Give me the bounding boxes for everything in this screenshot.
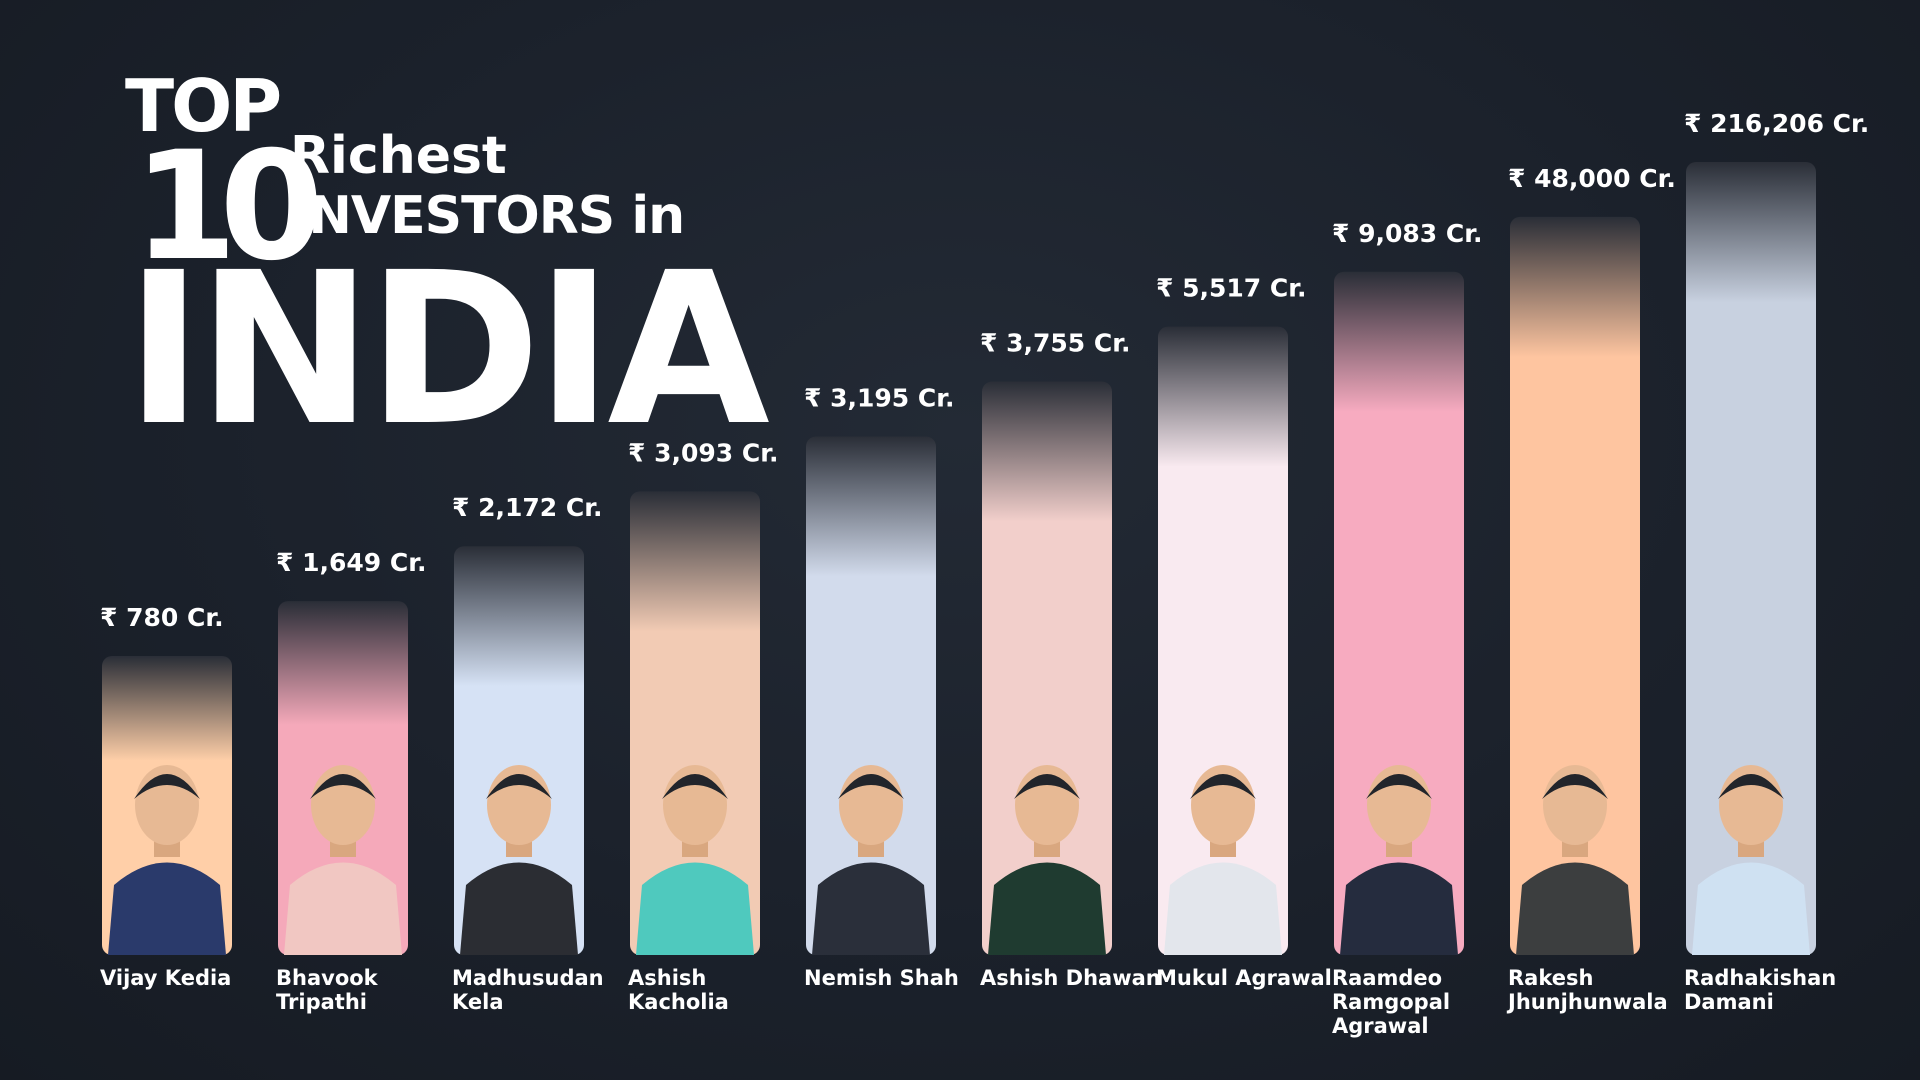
investor-portrait xyxy=(284,765,402,955)
portrait-hair xyxy=(1366,774,1432,799)
bar xyxy=(1334,271,1464,955)
category-label: Nemish Shah xyxy=(804,966,959,990)
category-label: Rakesh Jhunjhunwala xyxy=(1506,966,1668,1014)
portrait-body xyxy=(1692,862,1810,955)
bar xyxy=(1686,162,1816,955)
portrait-body xyxy=(1164,862,1282,955)
title-line-investors: INVESTORS in xyxy=(290,186,685,246)
portrait-hair xyxy=(838,774,904,799)
portrait-body xyxy=(636,862,754,955)
category-label: Madhusudan Kela xyxy=(452,966,604,1014)
value-label: ₹ 780 Cr. xyxy=(100,603,224,632)
value-label: ₹ 3,755 Cr. xyxy=(980,329,1131,358)
bar-group: ₹ 1,649 Cr. Bhavook Tripathi xyxy=(276,548,427,1014)
title-top: TOP xyxy=(125,64,282,148)
value-label: ₹ 48,000 Cr. xyxy=(1508,164,1676,193)
portrait-hair xyxy=(1014,774,1080,799)
bar-group: ₹ 3,755 Cr. Ashish Dhawan xyxy=(980,329,1161,990)
investor-portrait xyxy=(812,765,930,955)
bar-group: ₹ 780 Cr. Vijay Kedia xyxy=(100,603,232,990)
bar-group: ₹ 2,172 Cr. Madhusudan Kela xyxy=(452,493,604,1014)
bars-layer: ₹ 780 Cr. Vijay Kedia ₹ 1,649 Cr. Bhavook Tr… xyxy=(100,109,1869,1038)
category-label: Radhakishan Damani xyxy=(1684,966,1836,1014)
bar xyxy=(1158,326,1288,956)
category-label: Bhavook Tripathi xyxy=(276,966,379,1014)
portrait-hair xyxy=(486,774,552,799)
value-label: ₹ 1,649 Cr. xyxy=(276,548,427,577)
bar xyxy=(982,381,1112,955)
investor-portrait xyxy=(636,765,754,955)
portrait-hair xyxy=(1718,774,1784,799)
investor-portrait xyxy=(460,765,578,955)
portrait-hair xyxy=(1542,774,1608,799)
bar-group: ₹ 5,517 Cr. Mukul Agrawal xyxy=(1156,274,1332,990)
title-line-india: INDIA xyxy=(125,227,770,472)
title-block: TOP 10 Richest INVESTORS in INDIA xyxy=(125,60,770,455)
bar-group: ₹ 48,000 Cr. Rakesh Jhunjhunwala xyxy=(1506,164,1676,1014)
category-label: Raamdeo Ramgopal Agrawal xyxy=(1332,966,1450,1038)
bar-group: ₹ 9,083 Cr. Raamdeo Ramgopal Agrawal xyxy=(1332,219,1483,1038)
title-number: 10 xyxy=(133,120,324,294)
investor-portrait xyxy=(1340,765,1458,955)
category-label: Vijay Kedia xyxy=(100,966,231,990)
bar xyxy=(806,436,936,955)
portrait-body xyxy=(1516,862,1634,955)
category-label: Mukul Agrawal xyxy=(1156,966,1332,990)
investor-portrait xyxy=(988,765,1106,955)
bar xyxy=(630,491,760,955)
bar-group: ₹ 3,195 Cr. Nemish Shah xyxy=(804,383,959,990)
investor-portrait xyxy=(1692,765,1810,955)
bar-group: ₹ 216,206 Cr. Radhakishan Damani xyxy=(1684,109,1869,1014)
portrait-body xyxy=(460,862,578,955)
value-label: ₹ 3,093 Cr. xyxy=(628,438,779,467)
investor-portrait xyxy=(1164,765,1282,955)
value-label: ₹ 216,206 Cr. xyxy=(1684,109,1869,138)
portrait-body xyxy=(812,862,930,955)
investor-portrait xyxy=(108,765,226,955)
portrait-body xyxy=(988,862,1106,955)
investor-portrait xyxy=(1516,765,1634,955)
bar-group: ₹ 3,093 Cr. Ashish Kacholia xyxy=(628,438,779,1014)
portrait-hair xyxy=(310,774,376,799)
bar xyxy=(1510,216,1640,955)
bar xyxy=(454,546,584,955)
portrait-body xyxy=(284,862,402,955)
value-label: ₹ 5,517 Cr. xyxy=(1156,274,1307,303)
value-label: ₹ 9,083 Cr. xyxy=(1332,219,1483,248)
category-label: Ashish Dhawan xyxy=(980,966,1161,990)
value-label: ₹ 3,195 Cr. xyxy=(804,383,955,412)
portrait-hair xyxy=(134,774,200,799)
value-label: ₹ 2,172 Cr. xyxy=(452,493,603,522)
title-line-richest: Richest xyxy=(290,126,507,186)
portrait-body xyxy=(1340,862,1458,955)
portrait-body xyxy=(108,862,226,955)
portrait-hair xyxy=(662,774,728,799)
category-label: Ashish Kacholia xyxy=(628,966,729,1014)
portrait-hair xyxy=(1190,774,1256,799)
